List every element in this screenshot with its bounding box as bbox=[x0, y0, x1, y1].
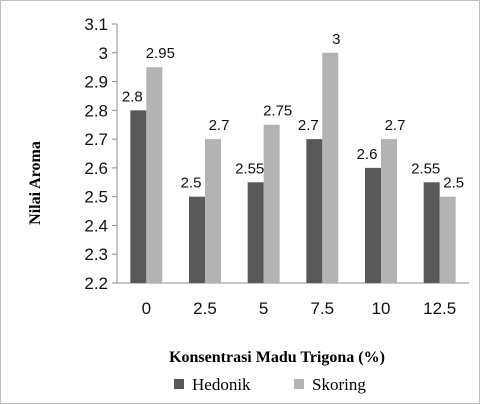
data-label-hedonik: 2.5 bbox=[181, 175, 202, 192]
data-label-skoring: 2.75 bbox=[263, 103, 292, 120]
y-tick-label: 3.1 bbox=[84, 15, 108, 34]
legend-swatch-hedonik bbox=[174, 379, 184, 389]
data-label-hedonik: 2.7 bbox=[298, 117, 319, 134]
bar-skoring bbox=[322, 52, 339, 284]
x-tick-label: 12.5 bbox=[423, 299, 456, 318]
data-label-skoring: 2.7 bbox=[209, 117, 230, 134]
y-tick-label: 2.9 bbox=[84, 73, 108, 92]
y-tick-label: 2.6 bbox=[84, 159, 108, 178]
bar-hedonik bbox=[130, 110, 147, 283]
x-tick-label: 5 bbox=[259, 299, 268, 318]
legend-swatch-skoring bbox=[294, 379, 304, 389]
legend: Hedonik Skoring bbox=[174, 375, 366, 394]
y-axis-title: Nilai Aroma bbox=[27, 141, 44, 225]
data-label-skoring: 2.7 bbox=[385, 117, 406, 134]
bar-hedonik bbox=[247, 182, 264, 283]
legend-label-skoring: Skoring bbox=[312, 375, 366, 394]
x-tick-label: 0 bbox=[142, 299, 151, 318]
data-label-skoring: 2.5 bbox=[443, 175, 464, 192]
data-labels: 2.82.952.52.72.552.752.732.62.72.552.5 bbox=[122, 31, 464, 192]
data-label-skoring: 3 bbox=[332, 31, 340, 48]
data-label-hedonik: 2.55 bbox=[411, 160, 440, 177]
y-tick-label: 2.8 bbox=[84, 101, 108, 120]
x-tick-label: 10 bbox=[372, 299, 391, 318]
bar-skoring bbox=[439, 196, 456, 283]
x-tick-label: 2.5 bbox=[193, 299, 217, 318]
bar-hedonik bbox=[423, 182, 440, 283]
bar-hedonik bbox=[365, 167, 381, 283]
axes bbox=[112, 23, 469, 284]
data-label-skoring: 2.95 bbox=[146, 45, 175, 62]
bar-skoring bbox=[381, 139, 397, 283]
data-label-hedonik: 2.55 bbox=[235, 160, 264, 177]
bar-skoring bbox=[205, 139, 221, 283]
x-tick-label: 7.5 bbox=[311, 299, 335, 318]
y-tick-label: 2.2 bbox=[84, 274, 108, 293]
bar-skoring bbox=[263, 124, 280, 283]
y-tick-label: 2.4 bbox=[84, 216, 108, 235]
x-axis-title: Konsentrasi Madu Trigona (%) bbox=[169, 349, 385, 366]
legend-label-hedonik: Hedonik bbox=[192, 375, 251, 394]
y-tick-label: 2.3 bbox=[84, 245, 108, 264]
data-label-hedonik: 2.8 bbox=[122, 88, 143, 105]
y-tick-label: 2.5 bbox=[84, 188, 108, 207]
y-tick-label: 3 bbox=[99, 44, 108, 63]
bars bbox=[130, 52, 456, 284]
bar-skoring bbox=[146, 67, 163, 284]
bar-hedonik bbox=[306, 139, 323, 283]
data-label-hedonik: 2.6 bbox=[357, 146, 378, 163]
y-tick-labels: 2.2 2.3 2.4 2.5 2.6 2.7 2.8 2.9 3 3.1 bbox=[84, 15, 108, 293]
x-tick-labels: 0 2.5 5 7.5 10 12.5 bbox=[142, 299, 457, 318]
bar-hedonik bbox=[189, 196, 205, 283]
y-tick-label: 2.7 bbox=[84, 130, 108, 149]
